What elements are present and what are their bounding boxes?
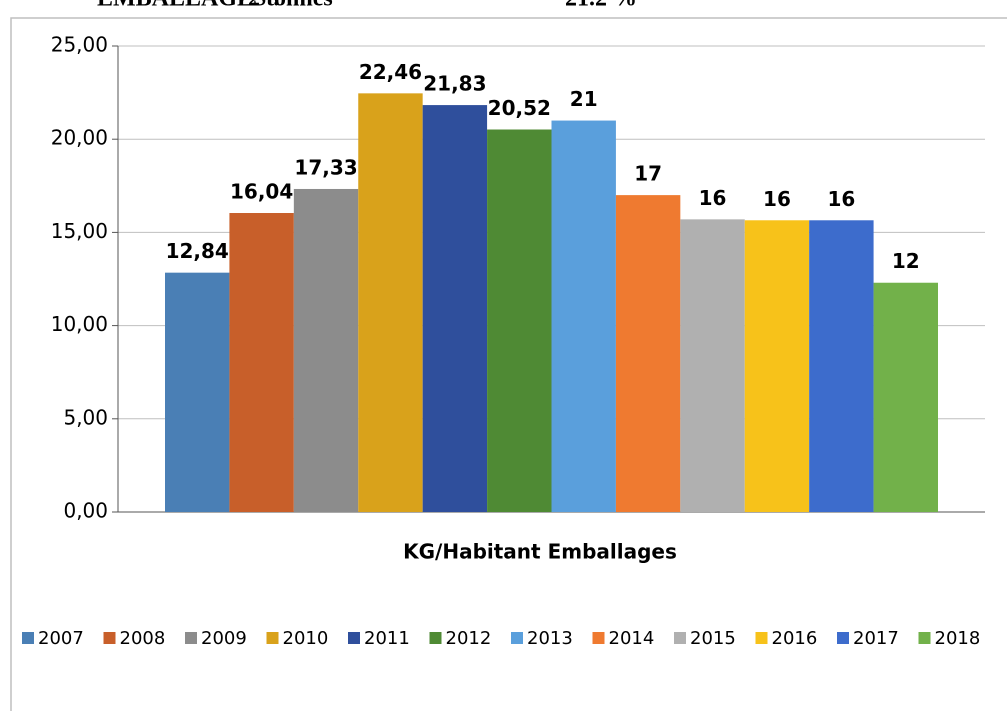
bar <box>487 129 552 512</box>
data-label: 12,84 <box>166 239 229 263</box>
chart-title: KG/Habitant Emballages <box>403 540 677 564</box>
data-label: 17 <box>634 162 662 186</box>
y-tick-label: 15,00 <box>51 219 108 243</box>
bar <box>873 282 938 512</box>
legend-swatch <box>837 632 849 644</box>
header: EMBALLAGES : 72 tonnes 21.2 % <box>97 0 637 12</box>
data-label: 22,46 <box>359 60 422 84</box>
legend-swatch <box>674 632 686 644</box>
bar <box>809 220 874 512</box>
data-label: 16 <box>827 187 855 211</box>
legend-label: 2007 <box>38 628 84 649</box>
data-label: 21,83 <box>423 72 486 96</box>
y-tick-label: 10,00 <box>51 312 108 336</box>
legend-swatch <box>185 632 197 644</box>
bar <box>615 195 681 512</box>
header-text: 21.2 % <box>565 0 637 12</box>
data-label: 21 <box>570 87 598 111</box>
legend-swatch <box>348 632 360 644</box>
legend-label: 2016 <box>772 628 818 649</box>
legend-swatch <box>918 632 931 644</box>
legend-label: 2018 <box>935 628 981 649</box>
legend-label: 2015 <box>690 628 736 649</box>
legend-swatch <box>266 632 279 644</box>
bar <box>551 120 616 512</box>
legend-swatch <box>592 632 605 644</box>
y-tick-label: 5,00 <box>63 405 108 429</box>
legend-label: 2011 <box>364 628 410 649</box>
bar <box>422 105 488 512</box>
bar <box>680 219 745 513</box>
legend-swatch <box>103 632 116 644</box>
data-label: 12 <box>892 249 920 273</box>
bar <box>358 93 423 513</box>
y-tick-label: 20,00 <box>51 126 108 150</box>
y-tick-label: 25,00 <box>51 33 108 57</box>
bar <box>165 272 230 512</box>
chart-border <box>10 17 1007 711</box>
bar <box>293 188 359 512</box>
legend-label: 2012 <box>446 628 492 649</box>
header-text: EMBALLAGES : <box>97 0 280 12</box>
data-label: 20,52 <box>488 96 551 120</box>
legend-swatch <box>22 632 34 644</box>
legend-swatch <box>511 632 523 644</box>
legend-label: 2009 <box>201 628 247 649</box>
bar <box>229 213 294 512</box>
header-text: 72 tonnes <box>236 0 333 12</box>
data-label: 16,04 <box>230 180 293 204</box>
data-label: 16 <box>763 187 791 211</box>
data-label: 16 <box>699 186 727 210</box>
legend-label: 2008 <box>120 628 166 649</box>
legend-label: 2017 <box>853 628 899 649</box>
y-tick-label: 0,00 <box>63 499 108 523</box>
legend-label: 2014 <box>609 628 655 649</box>
data-label: 17,33 <box>294 155 357 179</box>
legend-label: 2010 <box>283 628 329 649</box>
bar <box>744 220 810 512</box>
legend-label: 2013 <box>527 628 573 649</box>
legend-swatch <box>429 632 442 644</box>
legend-swatch <box>755 632 768 644</box>
